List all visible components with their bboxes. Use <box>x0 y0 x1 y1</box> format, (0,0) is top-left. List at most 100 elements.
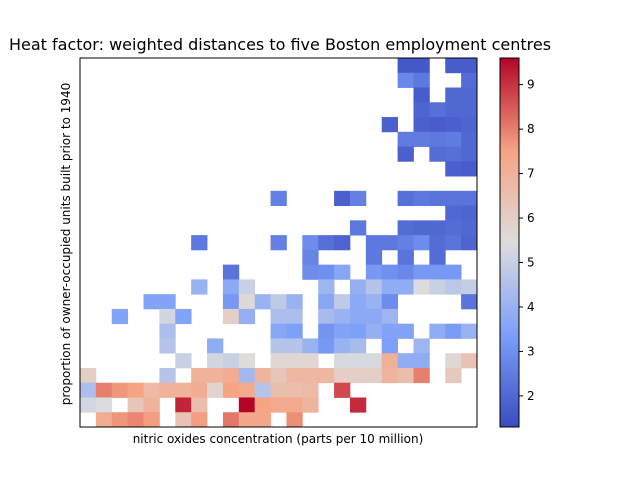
heatmap-cell <box>334 353 351 369</box>
heatmap-cell <box>445 117 462 133</box>
heatmap-cell <box>413 220 430 236</box>
heatmap-cell <box>95 412 113 428</box>
heatmap-cell <box>445 323 462 339</box>
heatmap-cell <box>334 367 351 384</box>
heatmap-cell <box>445 235 462 251</box>
heatmap-cell <box>334 382 351 398</box>
heatmap-cell <box>349 279 367 295</box>
heatmap-cell <box>80 397 97 413</box>
heatmap-cell <box>207 367 224 384</box>
heatmap-cell <box>159 323 176 339</box>
heatmap-cell <box>191 279 208 295</box>
heatmap-cell <box>461 279 478 295</box>
heatmap-cell <box>413 102 430 118</box>
heatmap-cell <box>413 264 430 280</box>
heatmap-cell <box>95 382 113 398</box>
heatmap-cell <box>254 382 271 398</box>
heatmap-cell <box>175 308 192 325</box>
heatmap-cell <box>111 412 129 428</box>
colorbar-tick-label: 8 <box>527 122 535 136</box>
heatmap-cell <box>445 353 462 369</box>
heatmap-cell <box>111 382 129 398</box>
heatmap-cell <box>365 323 383 339</box>
heatmap-cell <box>191 412 208 428</box>
heatmap-cell <box>461 220 478 236</box>
heatmap-cell <box>238 279 256 295</box>
heatmap-cell <box>334 308 351 325</box>
heatmap-cell <box>445 220 462 236</box>
heatmap-cell <box>95 397 113 413</box>
heatmap-cell <box>159 382 176 398</box>
heatmap-cell <box>429 190 446 206</box>
heatmap-cell <box>238 412 256 428</box>
heatmap-cell <box>461 235 478 251</box>
heatmap-cell <box>365 367 383 384</box>
heatmap-cell <box>461 87 478 103</box>
x-axis-label: nitric oxides concentration (parts per 1… <box>133 432 424 446</box>
heatmap-cell <box>191 235 208 251</box>
heatmap-cell <box>222 382 240 398</box>
heatmap-cell <box>349 367 367 384</box>
heatmap-cell <box>349 294 367 310</box>
heatmap-cell <box>349 308 367 325</box>
heatmap-cell <box>349 323 367 339</box>
heatmap-cell <box>445 87 462 103</box>
heatmap-cell <box>429 323 446 339</box>
heatmap-cell <box>365 353 383 369</box>
heatmap-cell <box>175 353 192 369</box>
colorbar-tick-label: 5 <box>527 256 535 270</box>
heatmap-cell <box>318 294 335 310</box>
heatmap-cell <box>334 294 351 310</box>
colorbar-tick-label: 2 <box>527 389 535 403</box>
heatmap-cell <box>286 353 303 369</box>
heatmap-cell <box>318 338 335 354</box>
heatmap-cell <box>445 58 462 74</box>
y-axis-label: proportion of owner-occupied units built… <box>59 83 73 406</box>
heatmap-cell <box>461 131 478 147</box>
heatmap-cell <box>143 412 160 428</box>
heatmap-cell <box>349 397 367 413</box>
heatmap-cell <box>445 102 462 118</box>
heatmap-cell <box>159 367 176 384</box>
heatmap-cells <box>80 58 478 428</box>
heatmap-cell <box>349 190 367 206</box>
heatmap-cell <box>445 205 462 221</box>
heatmap-cell <box>222 367 240 384</box>
heatmap-cell <box>334 264 351 280</box>
heatmap-cell <box>270 367 287 384</box>
heatmap-cell <box>413 72 430 88</box>
heatmap-cell <box>445 264 462 280</box>
heatmap-cell <box>461 190 478 206</box>
heatmap-cell <box>429 102 446 118</box>
heatmap-cell <box>222 279 240 295</box>
heatmap-cell <box>238 294 256 310</box>
heatmap-cell <box>365 264 383 280</box>
heatmap-cell <box>207 338 224 354</box>
heatmap-cell <box>349 338 367 354</box>
heatmap-cell <box>397 58 414 74</box>
heatmap-cell <box>413 190 430 206</box>
heatmap-cell <box>397 220 414 236</box>
heatmap-cell <box>365 249 383 266</box>
heatmap-cell <box>397 146 414 162</box>
heatmap-cell <box>413 87 430 103</box>
heatmap-cell <box>429 249 446 266</box>
heatmap-cell <box>254 367 271 384</box>
heatmap-cell <box>381 264 398 280</box>
plot-frame <box>79 57 478 428</box>
heatmap-cell <box>381 235 398 251</box>
heatmap-cell <box>143 294 160 310</box>
heatmap-cell <box>461 323 478 339</box>
heatmap-cell <box>270 397 287 413</box>
heatmap-cell <box>143 382 160 398</box>
heatmap-cell <box>302 397 319 413</box>
heatmap-cell <box>365 294 383 310</box>
heatmap-cell <box>461 117 478 133</box>
heatmap-cell <box>286 367 303 384</box>
heatmap-cell <box>334 338 351 354</box>
heatmap-cell <box>302 382 319 398</box>
heatmap-cell <box>413 131 430 147</box>
heatmap-cell <box>461 58 478 74</box>
heatmap-cell <box>381 117 398 133</box>
heatmap-cell <box>270 382 287 398</box>
